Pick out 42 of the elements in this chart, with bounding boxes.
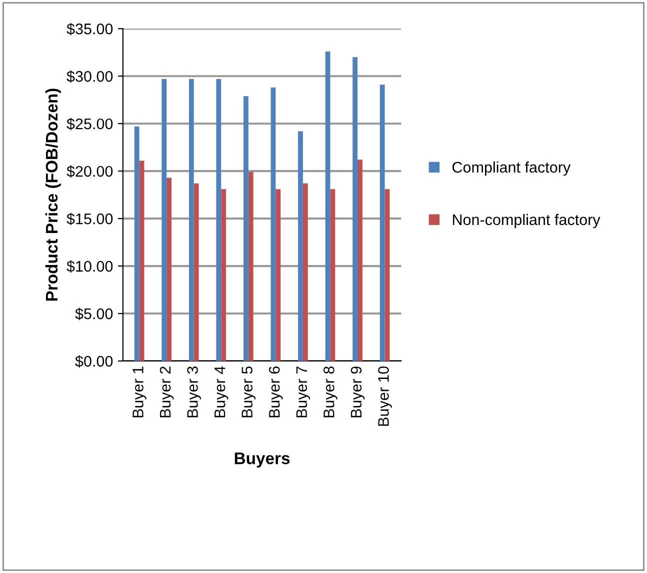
x-tick-label: Buyer 5: [242, 366, 256, 418]
bar: [302, 183, 308, 361]
x-tick-label: Buyer 4: [214, 366, 228, 418]
bar: [276, 189, 281, 361]
bar: [325, 51, 330, 361]
bar: [162, 78, 167, 361]
y-tick-label: $5.00: [75, 308, 113, 320]
bar: [139, 160, 144, 361]
x-axis-title: Buyers: [234, 452, 290, 468]
bar: [134, 126, 140, 361]
y-tick-label: $10.00: [66, 260, 113, 273]
x-tick-label: Buyer 2: [160, 366, 174, 418]
y-tick-label: $15.00: [66, 212, 113, 226]
bar: [243, 96, 248, 361]
bar: [221, 189, 226, 361]
y-tick-label: $35.00: [66, 22, 113, 36]
x-tick-label: Buyer 8: [324, 366, 338, 418]
x-tick-label: Buyer 1: [132, 366, 146, 418]
bar: [352, 57, 358, 361]
y-tick-label: $25.00: [66, 118, 113, 130]
bar: [270, 88, 276, 361]
bar: [358, 160, 362, 361]
bar: [298, 131, 303, 361]
bar: [248, 172, 254, 361]
bar: [330, 189, 336, 361]
bar: [194, 183, 199, 361]
x-tick-label: Buyer 7: [296, 366, 310, 418]
bar: [216, 78, 222, 361]
legend-label: Compliant factory: [452, 161, 571, 176]
y-tick-label: $20.00: [66, 165, 113, 178]
bar: [188, 78, 194, 361]
y-axis-title: Product Price (FOB/Dozen): [45, 88, 61, 301]
x-tick-label: Buyer 10: [378, 366, 392, 426]
x-tick-label: Buyer 6: [268, 366, 283, 418]
y-tick-label: $0.00: [75, 355, 113, 368]
legend-label: Non-compliant factory: [452, 214, 600, 228]
bar: [380, 84, 385, 361]
x-tick-label: Buyer 9: [350, 366, 365, 418]
y-tick-label: $30.00: [66, 70, 113, 83]
x-tick-label: Buyer 3: [187, 366, 201, 418]
bar: [384, 189, 390, 361]
bar: [166, 178, 172, 361]
